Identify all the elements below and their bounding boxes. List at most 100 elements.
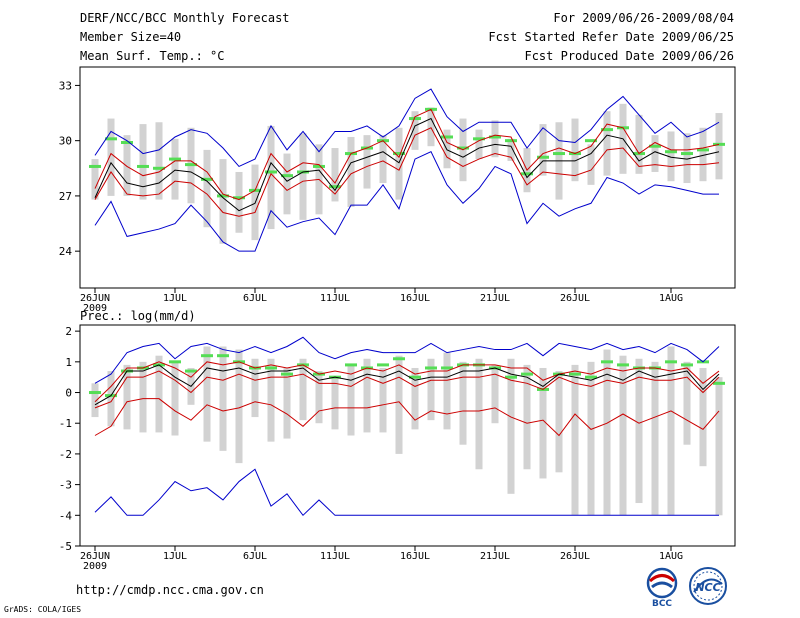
spread-box bbox=[459, 361, 467, 445]
x-tick-label: 1JUL bbox=[163, 551, 187, 562]
median-mark bbox=[313, 164, 325, 168]
series-max-line bbox=[94, 336, 720, 384]
y-tick-label: -4 bbox=[59, 509, 73, 522]
y-tick-label: 0 bbox=[65, 387, 72, 400]
x-tick-label: 6JUL bbox=[243, 551, 267, 562]
median-mark bbox=[281, 372, 293, 376]
spread-box bbox=[347, 364, 355, 436]
spread-box bbox=[299, 358, 307, 421]
spread-box bbox=[363, 358, 371, 433]
median-mark bbox=[169, 360, 181, 364]
spread-box bbox=[619, 355, 627, 516]
series-upper-line bbox=[94, 108, 720, 201]
x-tick-label: 16JUL bbox=[400, 551, 430, 562]
spread-box bbox=[171, 138, 179, 200]
median-mark bbox=[553, 152, 565, 156]
y-tick-label: -2 bbox=[59, 448, 72, 461]
median-mark bbox=[521, 372, 533, 376]
x-tick-label: 1AUG bbox=[659, 551, 683, 562]
spread-box bbox=[715, 113, 723, 180]
median-mark bbox=[537, 155, 549, 159]
spread-box bbox=[331, 148, 339, 202]
spread-box bbox=[491, 120, 499, 158]
spread-box bbox=[587, 144, 595, 185]
panel1-title: Mean Surf. Temp.: °C bbox=[80, 49, 225, 63]
x-tick-label: 1AUG bbox=[659, 293, 683, 304]
median-mark bbox=[201, 354, 213, 358]
bcc-logo-text: BCC bbox=[652, 599, 672, 608]
median-mark bbox=[617, 363, 629, 367]
spread-box bbox=[91, 159, 99, 200]
spread-box bbox=[427, 358, 435, 421]
spread-box bbox=[491, 364, 499, 424]
x-tick-label: 21JUL bbox=[480, 293, 510, 304]
y-tick-label: 27 bbox=[59, 190, 72, 203]
median-mark bbox=[473, 137, 485, 141]
y-tick-label: -3 bbox=[59, 479, 72, 492]
spread-box bbox=[539, 367, 547, 479]
spread-box bbox=[651, 135, 659, 172]
spread-box bbox=[251, 358, 259, 418]
series-lower-line bbox=[94, 127, 720, 217]
median-mark bbox=[393, 152, 405, 156]
spread-box bbox=[555, 371, 563, 473]
spread-box bbox=[475, 358, 483, 470]
median-mark bbox=[505, 139, 517, 143]
series-mean-line bbox=[94, 117, 720, 212]
forecast-period: For 2009/06/26-2009/08/04 bbox=[553, 11, 734, 25]
x-tick-sublabel: 2009 bbox=[83, 561, 107, 572]
x-tick-label: 26JUN bbox=[80, 551, 110, 562]
series-lower-line bbox=[94, 370, 720, 409]
spread-box bbox=[363, 135, 371, 189]
series-upper-line bbox=[94, 361, 720, 403]
median-mark bbox=[105, 137, 117, 141]
x-tick-sublabel: 2009 bbox=[83, 303, 107, 314]
spread-box bbox=[123, 135, 131, 196]
median-mark bbox=[409, 117, 421, 121]
spread-box bbox=[715, 377, 723, 516]
spread-box bbox=[411, 367, 419, 430]
median-mark bbox=[89, 164, 101, 168]
y-tick-label: -1 bbox=[59, 417, 72, 430]
spread-box bbox=[603, 349, 611, 516]
median-mark bbox=[153, 166, 165, 170]
median-mark bbox=[233, 196, 245, 200]
median-mark bbox=[137, 164, 149, 168]
plot-frame bbox=[79, 66, 736, 289]
spread-box bbox=[107, 118, 115, 196]
median-mark bbox=[489, 135, 501, 139]
spread-box bbox=[107, 371, 115, 427]
series-min-line bbox=[94, 151, 719, 252]
median-mark bbox=[665, 150, 677, 154]
ncc-logo: NCC bbox=[684, 566, 732, 608]
median-mark bbox=[217, 354, 229, 358]
spread-box bbox=[331, 377, 339, 430]
x-tick-label: 1JUL bbox=[163, 293, 187, 304]
median-mark bbox=[697, 148, 709, 152]
spread-box bbox=[587, 361, 595, 516]
spread-box bbox=[315, 371, 323, 424]
median-mark bbox=[409, 375, 421, 379]
median-mark bbox=[713, 381, 725, 385]
median-mark bbox=[649, 144, 661, 148]
spread-box bbox=[635, 358, 643, 504]
median-mark bbox=[393, 357, 405, 361]
spread-box bbox=[283, 367, 291, 439]
median-mark bbox=[377, 363, 389, 367]
median-mark bbox=[441, 135, 453, 139]
x-tick-label: 11JUL bbox=[320, 551, 350, 562]
spread-box bbox=[539, 124, 547, 176]
spread-box bbox=[139, 361, 147, 433]
x-tick-label: 6JUL bbox=[243, 293, 267, 304]
median-mark bbox=[185, 163, 197, 167]
median-mark bbox=[345, 363, 357, 367]
spread-box bbox=[155, 122, 163, 200]
spread-box bbox=[219, 159, 227, 244]
spread-box bbox=[475, 129, 483, 160]
source-url[interactable]: http://cmdp.ncc.cma.gov.cn bbox=[76, 583, 264, 597]
median-mark bbox=[665, 360, 677, 364]
spread-box bbox=[651, 361, 659, 516]
spread-box bbox=[235, 349, 243, 464]
